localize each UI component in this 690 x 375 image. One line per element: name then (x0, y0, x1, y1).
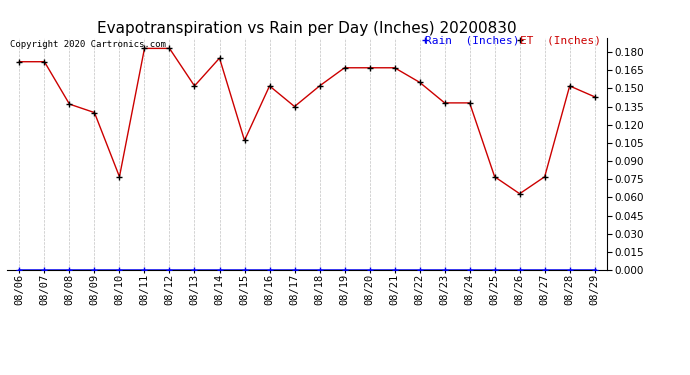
ET  (Inches) (115, 174, 124, 179)
ET  (Inches) (215, 56, 224, 60)
ET  (Inches) (491, 174, 499, 179)
ET  (Inches) (466, 100, 474, 105)
Rain  (Inches) (540, 268, 549, 272)
Title: Evapotranspiration vs Rain per Day (Inches) 20200830: Evapotranspiration vs Rain per Day (Inch… (97, 21, 517, 36)
Rain  (Inches) (366, 268, 374, 272)
Rain  (Inches) (415, 268, 424, 272)
Rain  (Inches) (240, 268, 248, 272)
Rain  (Inches) (140, 268, 148, 272)
ET  (Inches) (540, 174, 549, 179)
ET  (Inches) (366, 66, 374, 70)
Line: Rain  (Inches): Rain (Inches) (17, 267, 598, 273)
Rain  (Inches) (290, 268, 299, 272)
Rain  (Inches) (491, 268, 499, 272)
Rain  (Inches) (440, 268, 449, 272)
Rain  (Inches) (66, 268, 74, 272)
Rain  (Inches) (515, 268, 524, 272)
Rain  (Inches) (15, 268, 23, 272)
ET  (Inches) (240, 138, 248, 142)
Legend: Rain  (Inches), ET  (Inches): Rain (Inches), ET (Inches) (424, 35, 601, 45)
ET  (Inches) (140, 46, 148, 51)
ET  (Inches) (315, 84, 324, 88)
ET  (Inches) (15, 60, 23, 64)
Rain  (Inches) (315, 268, 324, 272)
Text: Copyright 2020 Cartronics.com: Copyright 2020 Cartronics.com (10, 40, 166, 49)
ET  (Inches) (90, 110, 99, 115)
ET  (Inches) (166, 46, 174, 51)
ET  (Inches) (266, 84, 274, 88)
ET  (Inches) (566, 84, 574, 88)
ET  (Inches) (40, 60, 48, 64)
ET  (Inches) (391, 66, 399, 70)
Rain  (Inches) (266, 268, 274, 272)
Rain  (Inches) (591, 268, 599, 272)
Rain  (Inches) (466, 268, 474, 272)
Rain  (Inches) (190, 268, 199, 272)
ET  (Inches) (340, 66, 348, 70)
Rain  (Inches) (566, 268, 574, 272)
ET  (Inches) (515, 192, 524, 196)
Rain  (Inches) (90, 268, 99, 272)
ET  (Inches) (190, 84, 199, 88)
ET  (Inches) (415, 80, 424, 84)
Rain  (Inches) (340, 268, 348, 272)
Rain  (Inches) (166, 268, 174, 272)
Rain  (Inches) (115, 268, 124, 272)
ET  (Inches) (591, 94, 599, 99)
ET  (Inches) (290, 104, 299, 109)
Rain  (Inches) (40, 268, 48, 272)
ET  (Inches) (440, 100, 449, 105)
ET  (Inches) (66, 102, 74, 106)
Line: ET  (Inches): ET (Inches) (17, 46, 598, 196)
Rain  (Inches) (215, 268, 224, 272)
Rain  (Inches) (391, 268, 399, 272)
